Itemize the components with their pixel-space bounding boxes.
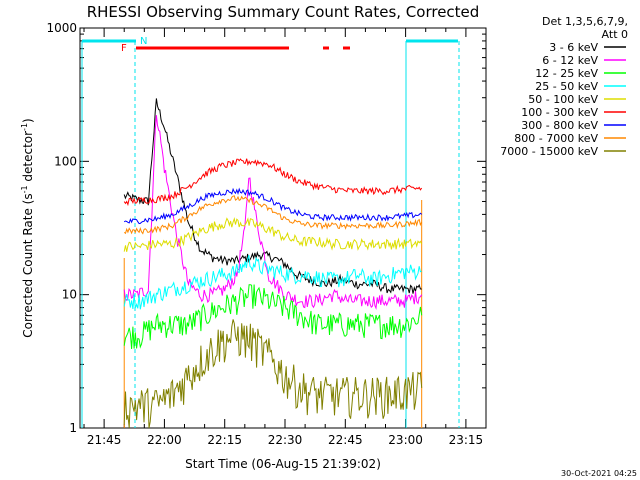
series-line-7 [123,187,423,225]
legend-label-8: 800 - 7000 keV [514,132,598,145]
legend-header-line-2: Att 0 [602,28,628,41]
series-line-1 [123,98,422,294]
x-tick-label: 23:00 [388,433,423,447]
legend-label-6: 100 - 300 keV [521,106,598,119]
x-tick-label: 22:30 [268,433,303,447]
legend-header: Det 1,3,5,6,7,9, Att 0 [542,15,628,41]
series-line-8 [123,195,423,235]
y-tick-label: 10 [62,288,77,302]
series-line-2 [123,115,423,311]
legend-label-5: 50 - 100 keV [528,93,598,106]
night-flag-label: N [140,36,147,47]
y-axis-label-end: ) [21,118,35,123]
plot-area: 1 10 100 1000 21:45 22:00 22:15 22:30 22:45 23:00… [46,21,487,447]
x-tick-label: 21:45 [87,433,122,447]
timestamp: 30-Oct-2021 04:25 [561,469,637,478]
series-line-9 [123,319,423,429]
y-axis-label-sup2: -1 [20,123,29,131]
legend-header-line-1: Det 1,3,5,6,7,9, [542,15,628,28]
legend-label-3: 12 - 25 keV [535,67,598,80]
x-tick-label: 22:45 [328,433,363,447]
y-tick-label: 1 [69,421,77,435]
legend-label-4: 25 - 50 keV [535,80,598,93]
plot-frame [79,27,487,429]
flare-flag-label: F [121,43,127,54]
legend-label-2: 6 - 12 keV [542,54,598,67]
x-tick-label: 23:15 [449,433,484,447]
series-line-5 [123,216,423,252]
x-tick-label: 22:00 [147,433,182,447]
y-tick-label: 100 [54,154,77,168]
series-line-3 [123,284,423,350]
legend-label-9: 7000 - 15000 keV [500,145,598,158]
y-axis-label-main: Corrected Count Rate (s [21,193,35,337]
chart-title: RHESSI Observing Summary Count Rates, Co… [87,3,480,21]
series-line-6 [123,158,423,207]
y-axis-label: Corrected Count Rate (s-1 detector-1) [20,118,35,337]
legend-label-1: 3 - 6 keV [549,41,598,54]
series-line-4 [123,254,422,310]
y-axis-label-mid: detector [21,131,35,186]
y-tick-label: 1000 [46,21,77,35]
x-tick-label: 22:15 [207,433,242,447]
legend-label-7: 300 - 800 keV [521,119,598,132]
x-axis-label: Start Time (06-Aug-15 21:39:02) [185,457,381,471]
y-axis-label-sup1: -1 [20,185,29,193]
